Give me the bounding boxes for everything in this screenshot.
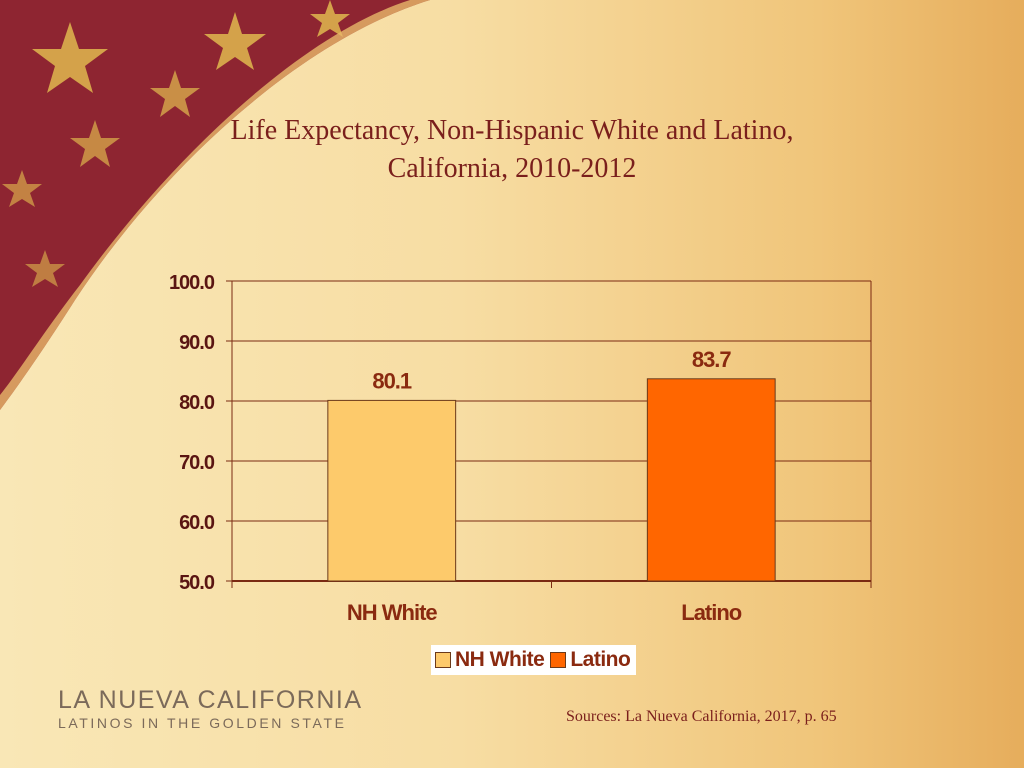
star-icon xyxy=(2,170,42,207)
y-tick-label: 50.0 xyxy=(179,572,215,594)
y-tick-label: 60.0 xyxy=(179,512,215,534)
logo-main-text: LA NUEVA CALIFORNIA xyxy=(58,686,363,714)
data-label: 83.7 xyxy=(692,347,732,372)
y-tick-label: 70.0 xyxy=(179,452,215,474)
legend-swatch-nh-white xyxy=(435,652,451,668)
chart-title-line-2: California, 2010-2012 xyxy=(387,153,637,184)
legend-label-nh-white: NH White xyxy=(455,648,545,671)
chart-legend: NH White Latino xyxy=(431,645,637,675)
legend-item-nh-white: NH White xyxy=(435,648,545,672)
star-icon xyxy=(310,0,350,37)
logo-subtitle-text: LATINOS IN THE GOLDEN STATE xyxy=(58,715,347,731)
brand-logo: LA NUEVA CALIFORNIA LATINOS IN THE GOLDE… xyxy=(58,686,363,732)
chart-title-line-1: Life Expectancy, Non-Hispanic White and … xyxy=(230,115,794,146)
y-tick-label: 80.0 xyxy=(179,392,215,414)
legend-item-latino: Latino xyxy=(550,648,631,672)
x-category-label: Latino xyxy=(681,600,742,625)
source-citation: Sources: La Nueva California, 2017, p. 6… xyxy=(566,708,837,725)
chart-title: Life Expectancy, Non-Hispanic White and … xyxy=(150,112,874,188)
y-tick-label: 100.0 xyxy=(169,272,215,294)
x-category-label: NH White xyxy=(347,600,438,625)
star-icon xyxy=(25,250,65,287)
star-decorations xyxy=(2,0,350,287)
legend-label-latino: Latino xyxy=(570,648,631,671)
bar-nh-white xyxy=(327,399,457,582)
data-label: 80.1 xyxy=(372,368,412,393)
star-icon xyxy=(204,12,266,70)
red-corner-shape xyxy=(0,0,430,410)
star-icon xyxy=(70,120,120,167)
y-tick-label: 90.0 xyxy=(179,332,215,354)
star-icon xyxy=(32,22,108,93)
legend-swatch-latino xyxy=(550,652,567,668)
bar-latino xyxy=(646,378,776,582)
star-icon xyxy=(150,70,200,117)
